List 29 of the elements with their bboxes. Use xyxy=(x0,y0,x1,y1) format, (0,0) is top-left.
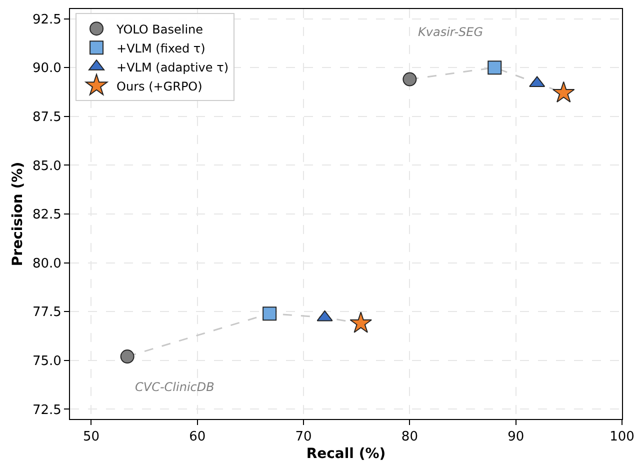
x-tick-label: 50 xyxy=(82,430,100,445)
point xyxy=(402,72,417,86)
y-tick-label: 82.5 xyxy=(32,208,62,223)
x-tick-label: 70 xyxy=(295,430,312,445)
y-tick-label: 72.5 xyxy=(32,402,62,418)
legend-label: YOLO Baseline xyxy=(116,22,204,36)
legend-label: +VLM (fixed τ) xyxy=(116,41,206,56)
x-tick-label: 80 xyxy=(401,430,418,445)
y-tick-label: 75.0 xyxy=(32,354,62,369)
y-tick-label: 77.5 xyxy=(32,305,62,320)
y-tick-label: 92.5 xyxy=(32,12,62,28)
point xyxy=(262,306,277,321)
x-tick-label: 60 xyxy=(189,430,206,445)
point xyxy=(552,81,575,103)
x-tick-label: 100 xyxy=(610,430,634,445)
y-tick-label: 85.0 xyxy=(32,158,62,174)
y-tick-label: 90.0 xyxy=(32,61,62,76)
x-axis-title: Recall (%) xyxy=(306,446,386,462)
point xyxy=(488,60,502,75)
point xyxy=(120,350,134,364)
legend-label: Ours (+GRPO) xyxy=(116,79,202,94)
point xyxy=(350,312,372,333)
legend-label: +VLM (adaptive τ) xyxy=(116,60,229,74)
y-tick-label: 80.0 xyxy=(32,256,62,272)
y-axis-title: Precision (%) xyxy=(10,162,26,266)
y-tick-label: 87.5 xyxy=(32,110,62,125)
x-tick-label: 90 xyxy=(508,430,524,445)
annotation: CVC-ClinicDB xyxy=(135,380,214,394)
annotation: Kvasir-SEG xyxy=(418,25,484,39)
